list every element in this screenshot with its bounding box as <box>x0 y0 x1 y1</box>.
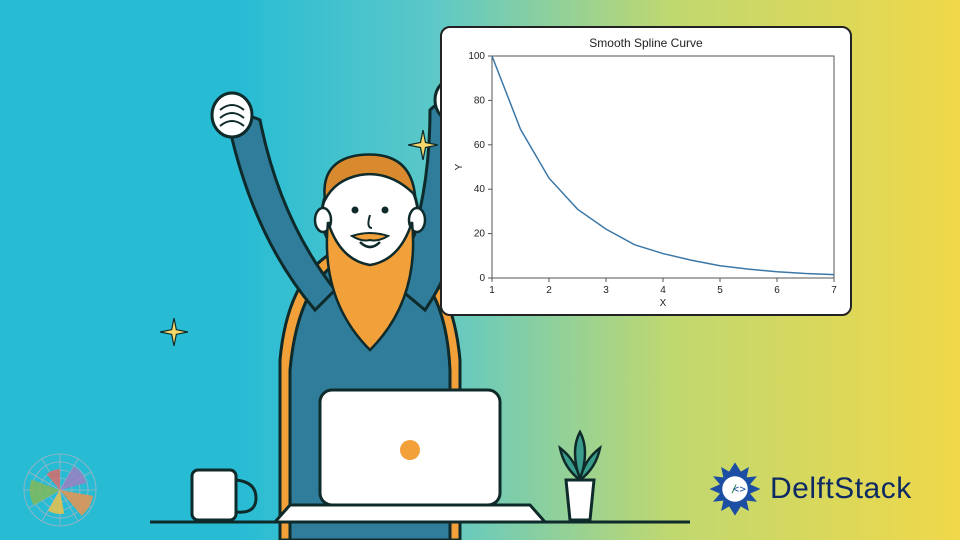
delftstack-badge-icon: < / > <box>706 460 764 518</box>
svg-text:Y: Y <box>454 163 465 170</box>
chart-title: Smooth Spline Curve <box>450 36 842 50</box>
svg-text:0: 0 <box>479 273 485 284</box>
delftstack-logo: < / > DelftStack <box>706 460 912 518</box>
chart-panel: Smooth Spline Curve 1 2 3 4 5 6 7 0 20 40 60 80 100 X… <box>440 26 852 316</box>
svg-text:20: 20 <box>474 229 486 240</box>
svg-text:X: X <box>660 298 667 309</box>
svg-text:80: 80 <box>474 95 486 106</box>
svg-text:60: 60 <box>474 140 486 151</box>
svg-text:1: 1 <box>489 285 495 296</box>
svg-text:>: > <box>740 483 746 495</box>
svg-text:7: 7 <box>831 285 837 296</box>
svg-text:/: / <box>731 483 737 495</box>
svg-text:3: 3 <box>603 285 609 296</box>
sparkle-icon <box>408 130 438 160</box>
spline-chart: 1 2 3 4 5 6 7 0 20 40 60 80 100 X Y <box>450 50 846 310</box>
svg-text:5: 5 <box>717 285 723 296</box>
svg-text:4: 4 <box>660 285 666 296</box>
brand-text: DelftStack <box>770 472 912 506</box>
desk-illustration <box>160 410 680 540</box>
svg-text:100: 100 <box>468 51 485 62</box>
svg-text:2: 2 <box>546 285 552 296</box>
polar-rose-icon <box>20 450 100 530</box>
sparkle-icon <box>160 318 188 346</box>
svg-text:40: 40 <box>474 184 486 195</box>
svg-text:6: 6 <box>774 285 780 296</box>
